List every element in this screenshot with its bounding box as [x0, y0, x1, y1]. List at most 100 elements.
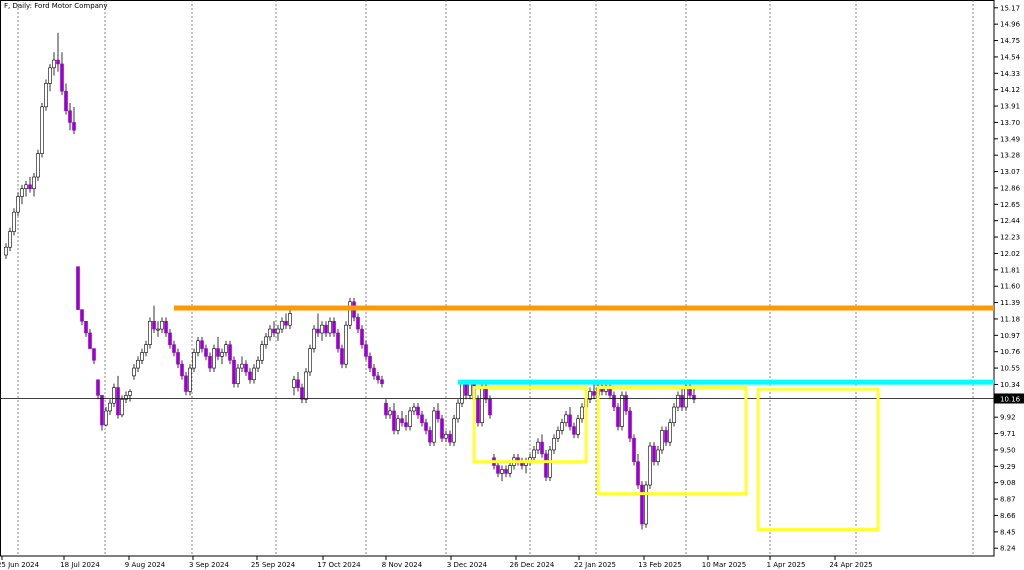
candle: [160, 317, 164, 333]
candle-body-bear: [200, 340, 204, 349]
candle: [132, 364, 136, 380]
candle: [136, 356, 140, 372]
grid: [0, 0, 995, 557]
candle-body-bear: [544, 453, 548, 478]
candle: [660, 426, 664, 454]
candle-body-bull: [348, 301, 352, 326]
candle-body-bear: [88, 332, 92, 349]
consolidation-box: [756, 387, 880, 531]
candle: [128, 389, 132, 402]
candle: [28, 177, 32, 193]
price-tick-label: 13.70: [1000, 119, 1020, 127]
candle: [488, 395, 492, 419]
time-tick-label: 1 Apr 2025: [767, 561, 806, 569]
support-level: [458, 379, 994, 385]
candle: [588, 387, 592, 404]
candle: [428, 426, 432, 447]
candle-body-bull: [280, 320, 284, 330]
candle-body-bear: [92, 348, 96, 361]
candle-body-bull: [156, 328, 160, 331]
candle-body-bull: [452, 418, 456, 443]
candle-body-bull: [12, 211, 16, 232]
candle-body-bull: [192, 352, 196, 369]
price-tick-label: 12.23: [1000, 234, 1020, 242]
candle: [120, 395, 124, 418]
candle-body-bull: [548, 449, 552, 478]
candle: [440, 414, 444, 443]
price-tick-label: 9.50: [1000, 446, 1016, 454]
candle-body-bull: [108, 402, 112, 412]
candle: [456, 399, 460, 423]
candle-body-bull: [256, 359, 260, 369]
candle: [252, 364, 256, 384]
candle: [644, 481, 648, 528]
candle: [516, 453, 520, 466]
candle-body-bull: [104, 410, 108, 426]
candle-body-bear: [284, 320, 288, 326]
price-tick-label: 9.08: [1000, 479, 1016, 487]
candle-body-bear: [64, 90, 68, 112]
candle-body-bull: [304, 371, 308, 400]
candle: [248, 368, 252, 384]
candle-body-bull: [308, 348, 312, 373]
candle: [84, 320, 88, 337]
candle-body-bear: [368, 356, 372, 369]
candle: [124, 391, 128, 404]
candle: [100, 395, 104, 431]
candle: [496, 461, 500, 478]
candle-body-bull: [20, 188, 24, 197]
candle-body-bear: [424, 422, 428, 431]
candle: [92, 348, 96, 365]
candle: [480, 383, 484, 427]
candle: [268, 325, 272, 341]
candle: [200, 336, 204, 353]
candle: [612, 391, 616, 411]
candle: [676, 391, 680, 411]
candle-body-bull: [344, 324, 348, 365]
candle: [640, 481, 644, 530]
price-tick-label: 10.55: [1000, 365, 1020, 373]
candle: [24, 180, 28, 197]
candle-body-bear: [664, 430, 668, 443]
candle-body-bear: [176, 352, 180, 365]
candle: [192, 348, 196, 372]
candle: [408, 407, 412, 431]
candle: [144, 340, 148, 357]
time-tick-label: 13 Feb 2025: [638, 561, 682, 569]
price-tick-label: 12.65: [1000, 201, 1020, 209]
candle: [372, 364, 376, 380]
candle-body-bear: [680, 395, 684, 408]
candle-body-bull: [124, 395, 128, 400]
time-tick-label: 3 Sep 2024: [189, 561, 229, 569]
candle: [396, 414, 400, 435]
candle-body-bull: [656, 449, 660, 462]
candle: [20, 184, 24, 205]
candle-body-bear: [56, 59, 60, 65]
candle: [532, 446, 536, 462]
candle-body-bull: [288, 313, 292, 326]
candle-body-bull: [128, 391, 132, 396]
candle: [608, 383, 612, 400]
candle: [44, 79, 48, 111]
candle-body-bull: [240, 363, 244, 369]
candle: [628, 407, 632, 443]
candle-body-bear: [448, 434, 452, 443]
candle-body-bull: [312, 328, 316, 349]
candle: [140, 348, 144, 365]
candle-body-bull: [508, 465, 512, 474]
candle-body-bear: [692, 395, 696, 400]
candle: [576, 414, 580, 439]
candle: [648, 442, 652, 489]
candle: [236, 364, 240, 388]
candle-body-bear: [464, 383, 468, 396]
candle-body-bear: [204, 348, 208, 357]
candle-body-bear: [116, 387, 120, 416]
candle: [40, 102, 44, 158]
price-tick-label: 10.97: [1000, 332, 1020, 340]
candle-body-bear: [440, 418, 444, 439]
candle: [4, 243, 8, 259]
candle-body-bear: [420, 414, 424, 423]
candle-body-bear: [392, 410, 396, 431]
price-tick-label: 11.81: [1000, 266, 1020, 274]
